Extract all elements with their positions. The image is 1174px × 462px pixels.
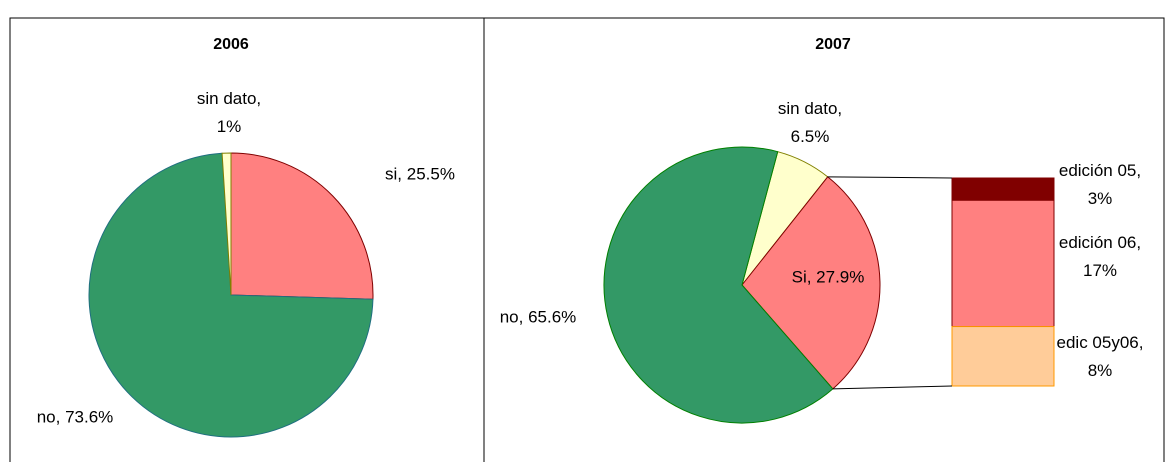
bar-segment xyxy=(951,199,1055,328)
pie-slice xyxy=(221,152,232,296)
connector xyxy=(832,385,953,390)
pie-slice xyxy=(603,146,834,424)
data-label: edic 05y06, 8% xyxy=(1057,333,1144,380)
bar-segment xyxy=(951,177,1055,201)
data-label: edición 05, 3% xyxy=(1059,161,1141,208)
pie-slice xyxy=(88,152,374,438)
chart-title: 2006 xyxy=(213,36,249,53)
data-label: Si, 27.9% xyxy=(792,267,865,286)
data-label: sin dato, 6.5% xyxy=(778,99,842,146)
pie-slice xyxy=(741,176,881,390)
chart-title: 2007 xyxy=(815,36,851,53)
data-label: no, 73.6% xyxy=(37,407,114,426)
data-label: sin dato, 1% xyxy=(197,89,261,136)
data-label: edición 06, 17% xyxy=(1059,233,1141,280)
connector xyxy=(827,176,953,179)
panel-2007 xyxy=(483,17,1165,462)
bar-segment xyxy=(951,326,1055,387)
data-label: si, 25.5% xyxy=(385,164,455,183)
data-label: no, 65.6% xyxy=(500,307,577,326)
pie-slice xyxy=(230,152,374,300)
